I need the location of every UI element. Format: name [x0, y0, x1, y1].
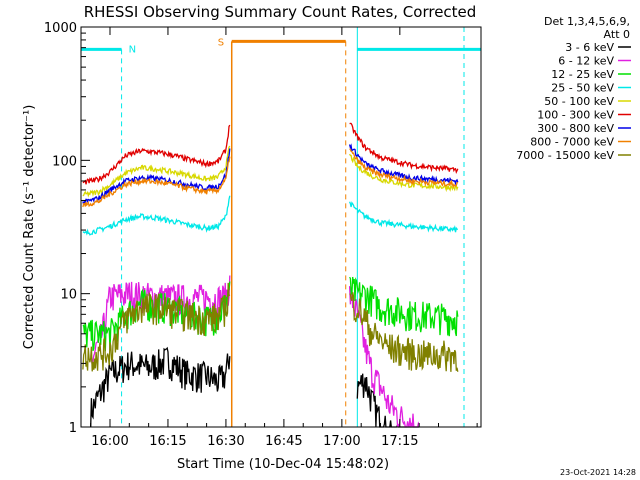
y-tick-label-1: 10 — [60, 288, 77, 303]
y-tick-label-0: 1 — [69, 421, 77, 436]
legend-label-3: 25 - 50 keV — [551, 82, 614, 95]
legend-label-2: 12 - 25 keV — [551, 68, 614, 81]
series-line-7-post — [349, 148, 459, 188]
legend-header-line-1: Det 1,3,4,5,6,9, — [544, 15, 630, 28]
legend-label-4: 50 - 100 keV — [544, 95, 614, 108]
series-line-0-pre — [90, 346, 231, 428]
y-tick-label-3: 1000 — [44, 21, 77, 36]
x-tick-label-0: 16:00 — [91, 434, 128, 449]
series-line-1-pre — [90, 275, 231, 365]
x-tick-label-2: 16:30 — [207, 434, 244, 449]
series-line-7-pre — [82, 156, 231, 208]
series-line-4-pre — [82, 145, 231, 198]
x-tick-label-5: 17:15 — [381, 434, 418, 449]
series-line-3-post — [348, 201, 459, 233]
x-tick-label-4: 17:00 — [323, 434, 360, 449]
legend-label-8: 7000 - 15000 keV — [516, 149, 614, 162]
series-line-5-post — [349, 122, 459, 174]
legend-label-1: 6 - 12 keV — [558, 55, 614, 68]
series-8 — [82, 282, 459, 372]
series-line-3-pre — [82, 195, 231, 236]
series-line-2-post — [349, 276, 459, 337]
series-5 — [82, 122, 459, 185]
legend-header-line-2: Att 0 — [604, 28, 630, 41]
attenuator-label: S — [218, 37, 224, 48]
series-6 — [82, 143, 459, 206]
series-4 — [82, 145, 459, 198]
series-line-8-post — [349, 292, 459, 372]
x-tick-label-1: 16:15 — [149, 434, 186, 449]
night-label: N — [129, 44, 136, 55]
footer-timestamp: 23-Oct-2021 14:28 — [560, 468, 636, 477]
x-axis-ticks: 16:00 16:15 16:30 16:45 17:00 17:15 — [90, 27, 478, 449]
legend-label-5: 100 - 300 keV — [537, 109, 614, 122]
series-3 — [82, 195, 459, 236]
legend-label-0: 3 - 6 keV — [565, 41, 614, 54]
series-7 — [82, 148, 459, 208]
x-axis-label: Start Time (10-Dec-04 15:48:02) — [177, 457, 389, 472]
plot-frame — [80, 26, 482, 428]
y-tick-label-2: 100 — [52, 154, 77, 169]
y-axis-label: Corrected Count Rate (s⁻¹ detector⁻¹) — [22, 105, 37, 350]
y-axis-ticks: 1 10 100 1000 — [44, 21, 90, 436]
series-line-4-post — [349, 153, 459, 193]
legend-label-7: 800 - 7000 keV — [530, 136, 614, 149]
series-line-8-pre — [82, 282, 231, 372]
series-line-5-pre — [82, 124, 231, 185]
chart-title: RHESSI Observing Summary Count Rates, Co… — [84, 3, 477, 21]
series-line-6-post — [348, 143, 459, 186]
x-tick-label-3: 16:45 — [265, 434, 302, 449]
legend-label-6: 300 - 800 keV — [537, 122, 614, 135]
